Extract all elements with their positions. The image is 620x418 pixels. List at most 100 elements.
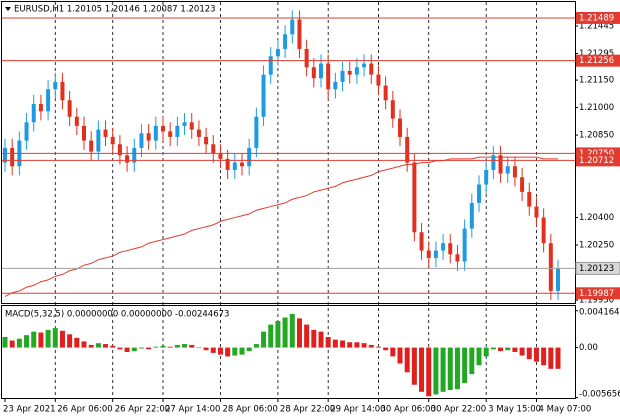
candle-body — [548, 243, 553, 291]
macd-bar — [117, 347, 123, 350]
candle-body — [405, 136, 410, 163]
chart-header: EURUSD,H1 1.20105 1.20146 1.20087 1.2012… — [14, 5, 216, 15]
x-tick-label: 27 Apr 14:00 — [165, 405, 220, 415]
macd-bar — [404, 347, 410, 373]
macd-bar — [397, 347, 403, 364]
macd-bar — [182, 344, 188, 348]
candle-body — [31, 103, 36, 123]
macd-bar — [368, 344, 374, 348]
macd-bar — [533, 347, 539, 362]
macd-bar — [74, 337, 80, 348]
level-label-box — [576, 54, 620, 67]
macd-bar — [203, 347, 209, 351]
y-tick-label: -0.0056565 — [579, 390, 620, 400]
candle-body — [182, 122, 187, 126]
macd-bar — [9, 340, 15, 348]
candle-body — [398, 118, 402, 137]
x-tick-label: 26 Apr 22:00 — [115, 405, 170, 415]
candle-body — [175, 125, 180, 137]
macd-bar — [45, 329, 51, 348]
macd-bar — [526, 347, 532, 360]
candle-body — [319, 63, 323, 79]
candle-body — [498, 155, 503, 174]
macd-bar — [462, 347, 468, 383]
x-tick-label: 28 Apr 22:00 — [280, 405, 335, 415]
menu-arrow[interactable] — [5, 7, 11, 11]
candle-body — [419, 232, 424, 251]
macd-bar — [81, 341, 87, 348]
macd-bar — [512, 347, 518, 352]
current-price-box — [575, 261, 620, 275]
y-tick-label: 1.21150 — [579, 76, 614, 86]
candle-body — [196, 129, 201, 137]
level-label: 1.19987 — [579, 289, 614, 299]
macd-bar — [131, 347, 137, 352]
candle-body — [455, 254, 460, 262]
macd-bar — [88, 344, 94, 348]
candle-body — [96, 129, 101, 152]
candle-body — [369, 63, 374, 75]
candle-body — [527, 191, 532, 207]
level-label: 1.20712 — [579, 156, 614, 166]
candle-body — [275, 48, 280, 57]
x-tick-label: 23 Apr 2021 — [3, 405, 56, 415]
candle-body — [311, 67, 316, 79]
candle-body — [283, 34, 288, 49]
macd-bar — [325, 336, 331, 348]
candle-body — [240, 162, 244, 167]
macd-bar — [95, 343, 101, 348]
candle-body — [340, 70, 345, 82]
candle-body — [441, 243, 446, 251]
level-label-box — [576, 11, 620, 24]
macd-bar — [210, 347, 216, 353]
candle-body — [376, 74, 381, 86]
candle-body — [512, 166, 517, 178]
y-tick-label: 1.20850 — [579, 131, 614, 141]
macd-bar — [232, 347, 238, 356]
macd-bar — [59, 330, 65, 348]
macd-bar — [253, 344, 259, 348]
macd-bar — [383, 347, 389, 351]
y-tick-label: 1.21445 — [579, 22, 614, 32]
candle-body — [125, 155, 130, 163]
macd-bar — [375, 346, 381, 348]
candle-body — [153, 125, 158, 141]
macd-bar — [469, 347, 475, 375]
y-tick-label: 1.21295 — [579, 49, 614, 59]
candle-body — [333, 81, 338, 90]
candle-body — [103, 129, 108, 137]
candle-body — [168, 131, 173, 137]
macd-bar — [31, 331, 37, 348]
level-label: 1.21489 — [579, 13, 614, 23]
y-tick-label: 1.20250 — [579, 241, 614, 251]
candle-body — [82, 125, 86, 141]
candle-body — [297, 19, 302, 49]
macd-bar — [103, 344, 109, 348]
x-tick-label: 30 Apr 06:00 — [380, 405, 435, 415]
macd-bar — [433, 347, 439, 395]
x-tick-label: 28 Apr 06:00 — [222, 405, 277, 415]
candle-body — [74, 116, 79, 126]
macd-bar — [16, 338, 22, 348]
macd-bar — [419, 347, 425, 392]
macd-bar — [311, 329, 317, 348]
macd-bar — [318, 331, 324, 348]
level-label: 1.21256 — [579, 56, 614, 66]
candle-body — [326, 63, 331, 90]
macd-bar — [24, 335, 30, 348]
candle-body — [448, 243, 453, 255]
macd-bar — [52, 328, 58, 348]
candle-body — [433, 250, 438, 258]
y-tick-label: 0.0041646 — [579, 308, 620, 318]
macd-bar — [354, 342, 360, 348]
candle-body — [268, 56, 273, 75]
level-label-box — [576, 287, 620, 300]
candle-body — [189, 122, 194, 130]
candle-body — [541, 217, 546, 244]
macd-bar — [153, 346, 159, 348]
candle-body — [60, 81, 65, 101]
macd-bar — [38, 332, 44, 348]
candle-body — [304, 48, 309, 68]
candle-body — [46, 89, 51, 112]
